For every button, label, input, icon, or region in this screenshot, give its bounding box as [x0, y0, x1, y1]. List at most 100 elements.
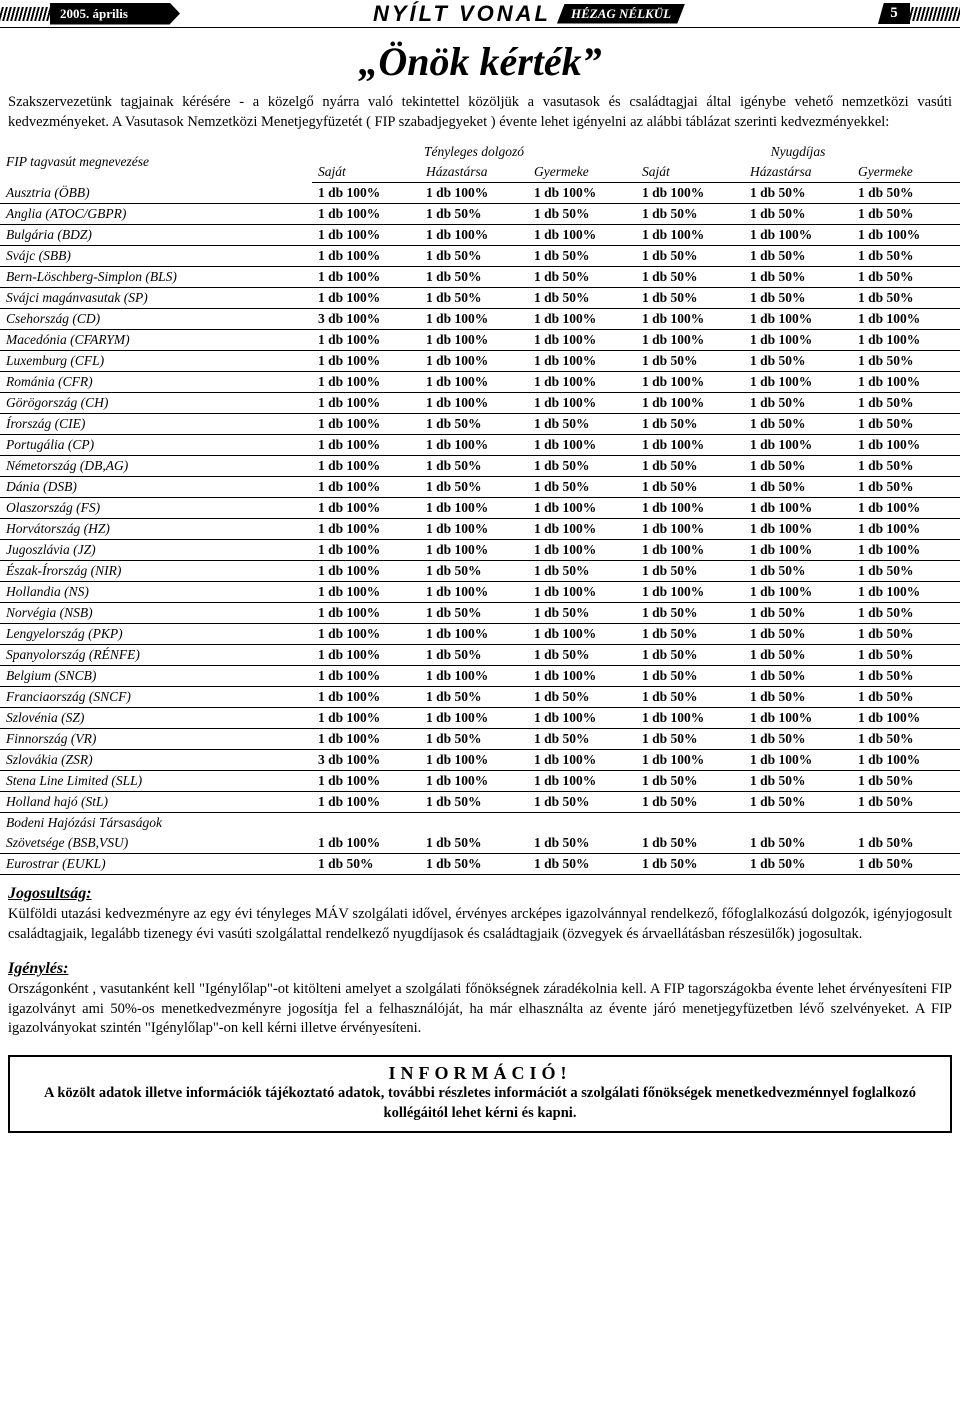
cell-value: 1 db 100%	[636, 540, 744, 561]
cell-value: 1 db 100%	[852, 582, 960, 603]
cell-value: 1 db 50%	[420, 687, 528, 708]
cell-railway: Portugália (CP)	[0, 435, 312, 456]
table-row: Észak-Írország (NIR)1 db 100%1 db 50%1 d…	[0, 561, 960, 582]
cell-value: 1 db 100%	[312, 729, 420, 750]
cell-value: 1 db 50%	[528, 414, 636, 435]
cell-railway: Bulgária (BDZ)	[0, 225, 312, 246]
cell-value: 1 db 50%	[744, 792, 852, 813]
cell-value: 1 db 100%	[528, 498, 636, 519]
cell-value: 1 db 50%	[744, 833, 852, 854]
cell-value: 1 db 100%	[312, 645, 420, 666]
cell-value: 1 db 100%	[636, 708, 744, 729]
cell-value: 1 db 50%	[744, 477, 852, 498]
cell-value: 1 db 50%	[852, 477, 960, 498]
cell-value: 1 db 100%	[312, 498, 420, 519]
cell-value: 1 db 50%	[312, 854, 420, 875]
cell-value	[744, 813, 852, 834]
cell-value: 1 db 50%	[852, 666, 960, 687]
stripes-left	[0, 7, 52, 21]
masthead-title: NYÍLT VONAL	[373, 1, 551, 27]
cell-value: 1 db 100%	[312, 561, 420, 582]
cell-railway: Írország (CIE)	[0, 414, 312, 435]
cell-value: 1 db 100%	[420, 183, 528, 204]
cell-value: 1 db 50%	[852, 729, 960, 750]
cell-value: 1 db 100%	[420, 666, 528, 687]
cell-value: 1 db 50%	[744, 456, 852, 477]
cell-value: 1 db 100%	[312, 435, 420, 456]
cell-value: 3 db 100%	[312, 309, 420, 330]
cell-value: 1 db 50%	[636, 771, 744, 792]
cell-value	[312, 813, 420, 834]
cell-railway: Olaszország (FS)	[0, 498, 312, 519]
cell-value: 1 db 50%	[528, 792, 636, 813]
cell-value: 1 db 50%	[744, 624, 852, 645]
cell-value: 1 db 100%	[312, 267, 420, 288]
masthead: NYÍLT VONAL HÉZAG NÉLKÜL	[180, 1, 878, 27]
header-bar: 2005. április NYÍLT VONAL HÉZAG NÉLKÜL 5	[0, 0, 960, 28]
cell-value: 1 db 100%	[744, 435, 852, 456]
table-row: Svájc (SBB)1 db 100%1 db 50%1 db 50%1 db…	[0, 246, 960, 267]
cell-value: 1 db 100%	[744, 540, 852, 561]
cell-value: 1 db 50%	[420, 414, 528, 435]
cell-value: 1 db 100%	[528, 519, 636, 540]
table-row: Dánia (DSB)1 db 100%1 db 50%1 db 50%1 db…	[0, 477, 960, 498]
cell-value: 1 db 100%	[636, 309, 744, 330]
cell-value: 1 db 100%	[528, 351, 636, 372]
cell-value: 1 db 100%	[312, 708, 420, 729]
cell-value: 1 db 100%	[528, 435, 636, 456]
cell-value: 1 db 100%	[744, 708, 852, 729]
table-row: Jugoszlávia (JZ)1 db 100%1 db 100%1 db 1…	[0, 540, 960, 561]
cell-value: 1 db 50%	[636, 666, 744, 687]
cell-value: 1 db 50%	[852, 393, 960, 414]
cell-value: 1 db 50%	[420, 288, 528, 309]
cell-value: 1 db 100%	[852, 435, 960, 456]
cell-value: 1 db 100%	[420, 330, 528, 351]
cell-value: 1 db 100%	[312, 519, 420, 540]
cell-value: 1 db 100%	[636, 330, 744, 351]
cell-value: 1 db 100%	[312, 687, 420, 708]
cell-value: 1 db 50%	[420, 246, 528, 267]
cell-value: 1 db 100%	[528, 225, 636, 246]
issue-date: 2005. április	[50, 3, 180, 25]
cell-value: 1 db 50%	[744, 183, 852, 204]
cell-value: 1 db 50%	[420, 204, 528, 225]
table-row: Hollandia (NS)1 db 100%1 db 100%1 db 100…	[0, 582, 960, 603]
cell-value: 1 db 100%	[852, 309, 960, 330]
cell-value: 1 db 100%	[852, 519, 960, 540]
table-body: Ausztria (ÖBB)1 db 100%1 db 100%1 db 100…	[0, 183, 960, 875]
table-row: Norvégia (NSB)1 db 100%1 db 50%1 db 50%1…	[0, 603, 960, 624]
cell-value: 1 db 50%	[744, 288, 852, 309]
info-title: INFORMÁCIÓ!	[20, 1063, 940, 1084]
cell-value: 1 db 50%	[744, 687, 852, 708]
stripes-right	[908, 7, 960, 21]
cell-value: 1 db 50%	[852, 624, 960, 645]
cell-value: 1 db 50%	[852, 456, 960, 477]
request-text: Országonként , vasutanként kell "Igénylő…	[0, 980, 960, 1045]
cell-value: 1 db 100%	[528, 708, 636, 729]
cell-value: 1 db 50%	[528, 687, 636, 708]
cell-value: 1 db 50%	[420, 729, 528, 750]
cell-value: 1 db 100%	[312, 183, 420, 204]
cell-value: 1 db 50%	[744, 854, 852, 875]
cell-railway: Svájc (SBB)	[0, 246, 312, 267]
table-row: Írország (CIE)1 db 100%1 db 50%1 db 50%1…	[0, 414, 960, 435]
info-text: A közölt adatok illetve információk tájé…	[20, 1084, 940, 1123]
cell-value: 1 db 50%	[852, 833, 960, 854]
cell-value: 1 db 100%	[636, 225, 744, 246]
table-row: Anglia (ATOC/GBPR)1 db 100%1 db 50%1 db …	[0, 204, 960, 225]
cell-value: 1 db 50%	[636, 477, 744, 498]
cell-value: 1 db 50%	[744, 414, 852, 435]
cell-value: 1 db 50%	[636, 246, 744, 267]
cell-railway: Románia (CFR)	[0, 372, 312, 393]
col-railway: FIP tagvasút megnevezése	[0, 142, 312, 183]
cell-value	[852, 813, 960, 834]
table-row: Szlovákia (ZSR)3 db 100%1 db 100%1 db 10…	[0, 750, 960, 771]
table-row: Macedónia (CFARYM)1 db 100%1 db 100%1 db…	[0, 330, 960, 351]
cell-value: 1 db 100%	[420, 624, 528, 645]
cell-value: 1 db 50%	[528, 246, 636, 267]
table-row: Bodeni Hajózási Társaságok	[0, 813, 960, 834]
cell-value: 1 db 100%	[744, 750, 852, 771]
cell-value: 1 db 50%	[420, 267, 528, 288]
cell-value: 1 db 50%	[420, 854, 528, 875]
cell-value: 3 db 100%	[312, 750, 420, 771]
